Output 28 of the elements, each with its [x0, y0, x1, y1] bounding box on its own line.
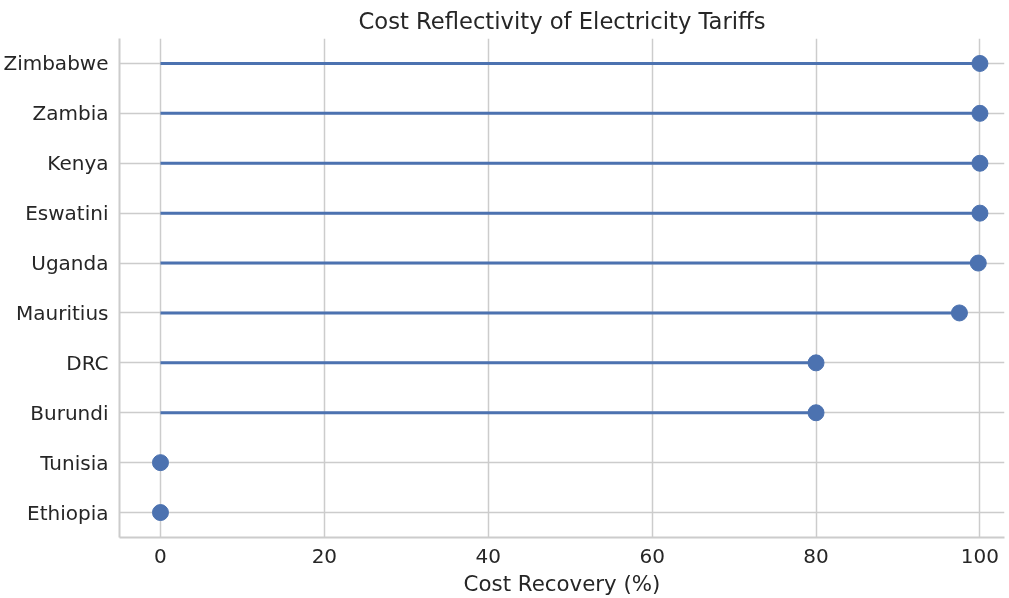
x-tick-label: 40 — [475, 543, 501, 568]
y-tick-label: Zambia — [32, 101, 109, 126]
x-tick-label: 100 — [960, 543, 1000, 568]
x-tick-label: 60 — [639, 543, 665, 568]
y-tick-label: Eswatini — [25, 201, 109, 226]
x-axis-title: Cost Recovery (%) — [463, 570, 661, 596]
point — [971, 204, 989, 222]
chart-title: Cost Reflectivity of Electricity Tariffs — [358, 7, 766, 34]
point — [151, 504, 169, 522]
point — [971, 54, 989, 72]
point — [950, 304, 968, 322]
y-tick-label: Uganda — [31, 251, 109, 276]
y-tick-label: Zimbabwe — [3, 51, 109, 76]
x-tick-label: 20 — [311, 543, 338, 568]
y-tick-label: DRC — [66, 350, 109, 375]
point — [971, 104, 989, 122]
y-tick-label: Kenya — [47, 151, 109, 176]
x-tick-label: 80 — [803, 543, 829, 568]
x-tick-label: 0 — [154, 543, 167, 568]
point — [969, 254, 987, 272]
point — [807, 354, 825, 372]
point — [807, 404, 825, 422]
point — [151, 454, 169, 472]
point — [971, 154, 989, 172]
y-tick-label: Burundi — [30, 400, 109, 425]
y-tick-label: Tunisia — [39, 450, 109, 475]
y-tick-label: Ethiopia — [27, 500, 109, 525]
y-tick-label: Mauritius — [16, 300, 109, 325]
